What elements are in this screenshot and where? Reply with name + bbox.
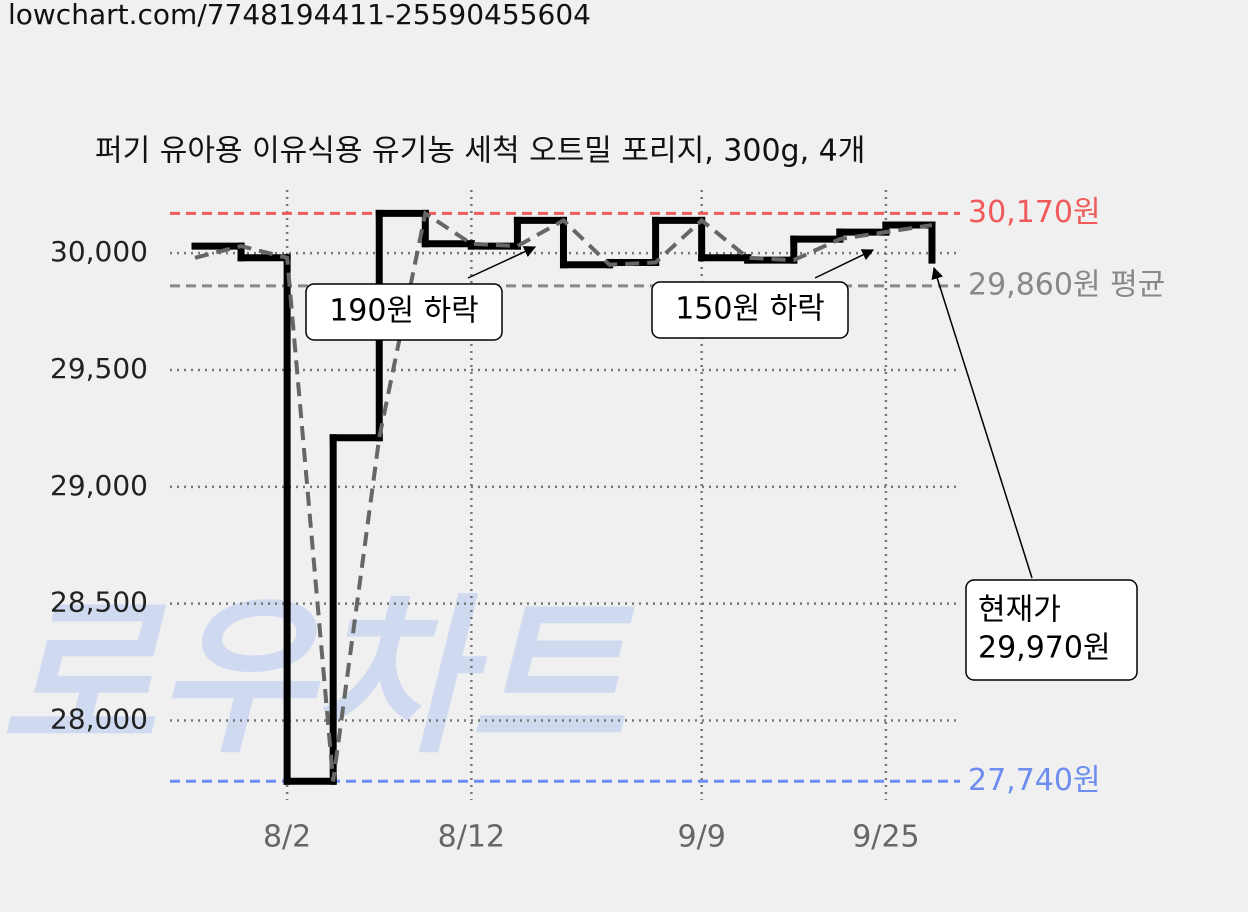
x-tick-label: 9/25 bbox=[852, 820, 919, 855]
reference-label: 27,740원 bbox=[968, 763, 1101, 798]
reference-label: 30,170원 bbox=[968, 195, 1101, 230]
y-tick-label: 29,500 bbox=[50, 352, 148, 385]
y-tick-label: 29,000 bbox=[50, 469, 148, 502]
url: lowchart.com/7748194411-25590455604 bbox=[8, 0, 591, 31]
annotation-arrow bbox=[931, 266, 1033, 579]
y-tick-label: 28,500 bbox=[50, 586, 148, 619]
x-tick-label: 8/12 bbox=[438, 820, 505, 855]
annotation-text: 29,970원 bbox=[978, 631, 1111, 666]
chart-title: 퍼기 유아용 이유식용 유기농 세척 오트밀 포리지, 300g, 4개 bbox=[95, 134, 865, 169]
annotation-text: 150원 하락 bbox=[675, 292, 825, 327]
x-tick-label: 8/2 bbox=[263, 820, 311, 855]
annotation-text: 190원 하락 bbox=[329, 294, 479, 329]
reference-label: 29,860원 평균 bbox=[968, 267, 1165, 302]
annotation-arrow bbox=[814, 249, 875, 279]
annotation-box bbox=[305, 283, 503, 341]
y-tick-label: 30,000 bbox=[50, 235, 148, 268]
trend-line bbox=[194, 210, 933, 782]
annotation-box bbox=[965, 579, 1138, 681]
plot: 28,000 28,500 29,000 29,500 30,000 8/2 8/12 9/9… bbox=[50, 190, 1165, 855]
y-tick-label: 28,000 bbox=[50, 703, 148, 736]
annotation-text: 현재가 bbox=[978, 593, 1061, 628]
annotation-box bbox=[651, 281, 849, 339]
x-tick-label: 9/9 bbox=[678, 820, 726, 855]
annotation-arrow bbox=[467, 246, 537, 279]
